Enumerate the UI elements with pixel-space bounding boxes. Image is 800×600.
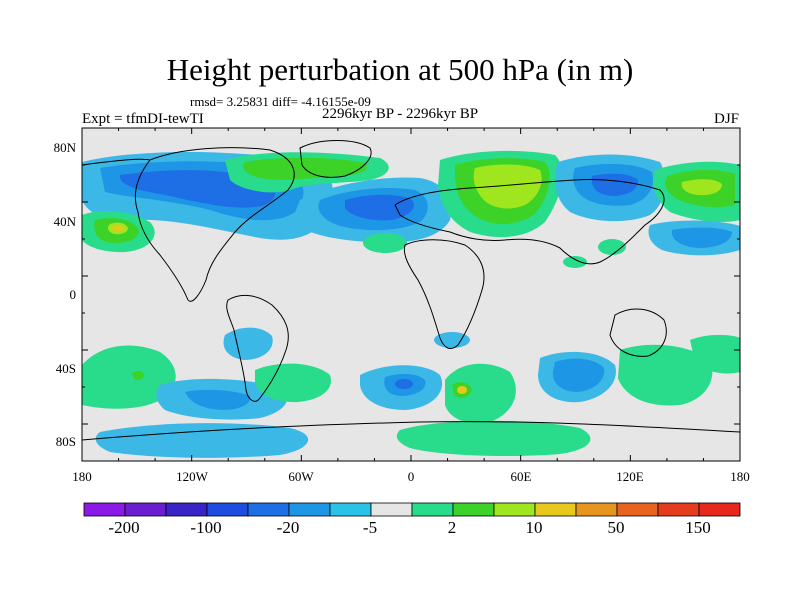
coastline (226, 294, 289, 402)
contour-region (618, 344, 713, 406)
contour-region (563, 256, 587, 268)
coastline (134, 147, 295, 302)
lon-label-180w: 180 (72, 469, 92, 484)
colorbar-cell (616, 502, 659, 517)
colorbar-label: 10 (526, 518, 543, 537)
colorbar-label: -20 (277, 518, 300, 537)
contour-region (132, 370, 144, 380)
contour-region (223, 327, 273, 360)
colorbar-label: -200 (108, 518, 139, 537)
contour-region (671, 227, 732, 248)
coastline (403, 239, 485, 349)
lon-label-60w: 60W (288, 469, 314, 484)
contour-region (396, 420, 591, 456)
contour-region (681, 179, 722, 196)
colorbar-label: 50 (608, 518, 625, 537)
lon-label-180e: 180 (730, 469, 750, 484)
stats-text: rmsd= 3.25831 diff= -4.16155e-09 (190, 94, 371, 109)
season-label: DJF (714, 111, 740, 127)
period-label: 2296kyr BP - 2296kyr BP (322, 106, 479, 122)
lon-label-60e: 60E (511, 469, 532, 484)
experiment-label: Expt = tfmDI-tewTI (82, 111, 204, 127)
colorbar-cell (698, 502, 741, 517)
lat-label-0: 0 (70, 287, 77, 302)
colorbar-label: -5 (363, 518, 377, 537)
lon-label-120w: 120W (176, 469, 209, 484)
contour-region (363, 233, 407, 253)
colorbar-cell (575, 502, 618, 517)
coastline (609, 308, 667, 357)
colorbar-cell (124, 502, 167, 517)
colorbar (83, 502, 741, 517)
colorbar-label: 2 (448, 518, 457, 537)
contour-region (82, 345, 176, 409)
contour-region (395, 379, 413, 389)
coastline (299, 140, 372, 178)
contour-region (445, 363, 516, 424)
lon-label-120e: 120E (616, 469, 644, 484)
lat-label-40n: 40N (54, 214, 77, 229)
contour-region (112, 225, 124, 231)
contour-region (95, 423, 309, 458)
colorbar-cell (165, 502, 208, 517)
contour-fills (82, 150, 740, 458)
colorbar-cell (288, 502, 331, 517)
contour-region (255, 363, 331, 403)
lat-label-80s: 80S (56, 434, 76, 449)
map-title: Height perturbation at 500 hPa (in m) (166, 52, 634, 87)
contour-region (690, 334, 740, 374)
colorbar-cell (657, 502, 700, 517)
contour-region (598, 239, 626, 255)
contour-region (457, 386, 467, 394)
coastlines (82, 140, 740, 441)
colorbar-cell (534, 502, 577, 517)
contour-region (473, 164, 542, 209)
coastline (82, 158, 151, 166)
colorbar-cell (83, 502, 126, 517)
colorbar-cell (329, 502, 372, 517)
colorbar-label: -100 (190, 518, 221, 537)
colorbar-label: 150 (685, 518, 711, 537)
axis-ticks (81, 127, 741, 462)
lat-label-40s: 40S (56, 361, 76, 376)
lat-label-80n: 80N (54, 140, 77, 155)
colorbar-cell (452, 502, 495, 517)
colorbar-cell (247, 502, 290, 517)
colorbar-cell (493, 502, 536, 517)
contour-region (552, 358, 605, 392)
contour-region (185, 389, 251, 410)
coastline (82, 421, 740, 441)
colorbar-cell (411, 502, 454, 517)
colorbar-cell (206, 502, 249, 517)
colorbar-cell (370, 502, 413, 517)
coastline (394, 179, 665, 265)
contour-region (345, 194, 414, 221)
lon-label-0: 0 (408, 469, 415, 484)
